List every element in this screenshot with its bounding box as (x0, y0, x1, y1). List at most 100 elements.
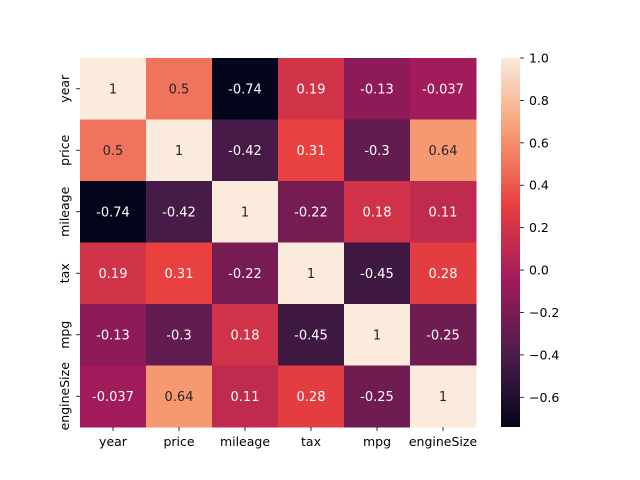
heatmap-cell-value: -0.74 (96, 205, 130, 220)
heatmap-cell (410, 58, 477, 120)
heatmap-cell-value: 0.5 (169, 82, 190, 97)
heatmap-cell (212, 58, 279, 120)
heatmap-cell (278, 304, 345, 366)
y-tick-label: tax (57, 263, 72, 283)
colorbar: 1.0 0.8 0.6 0.4 0.2 0.0 −0.2 −0.4 −0.6 (501, 51, 559, 427)
heatmap-cell-labels: 1 0.5 -0.74 0.19 -0.13 -0.037 0.5 1 -0.42 0.31 -0.… (92, 82, 464, 405)
colorbar-tick-label: 0.2 (529, 220, 549, 235)
x-tick-label: mpg (363, 434, 391, 449)
heatmap-cell-value: -0.45 (294, 328, 328, 343)
x-axis: year price mileage tax mpg engineSize (99, 427, 477, 449)
heatmap-cell-value: 0.11 (429, 205, 458, 220)
heatmap-cell (410, 181, 477, 243)
heatmap-cell-value: 0.31 (297, 144, 326, 159)
heatmap-cell-value: -0.13 (96, 328, 130, 343)
heatmap-cell-value: 1 (175, 144, 183, 159)
colorbar-tick-label: 0.4 (529, 178, 549, 193)
heatmap-cell-value: 1 (241, 205, 249, 220)
heatmap-cell (80, 304, 147, 366)
heatmap-cell (344, 365, 411, 428)
heatmap-cell-value: 0.64 (165, 390, 194, 405)
heatmap-cell (80, 242, 147, 305)
heatmap-cell (410, 242, 477, 305)
heatmap-cell-value: -0.3 (166, 328, 191, 343)
heatmap-cell-value: 0.28 (297, 390, 326, 405)
heatmap-cell-value: -0.3 (364, 144, 389, 159)
x-tick-label: engineSize (409, 434, 478, 449)
heatmap-cell (146, 58, 213, 120)
heatmap-cell (146, 119, 213, 182)
colorbar-tick-label: 0.0 (529, 263, 549, 278)
heatmap-cell-value: -0.74 (228, 82, 262, 97)
heatmap-cell (80, 365, 147, 428)
heatmap-cell-value: -0.13 (360, 82, 394, 97)
heatmap-cell (344, 119, 411, 182)
colorbar-tick-label: −0.4 (529, 347, 559, 362)
heatmap-cell (80, 58, 147, 120)
heatmap-cell-value: 0.11 (231, 390, 260, 405)
heatmap-cell (212, 242, 279, 305)
heatmap-cell-value: 1 (109, 82, 117, 97)
heatmap-cell (410, 119, 477, 182)
y-tick-label: price (57, 134, 72, 165)
heatmap-cell-value: -0.45 (360, 267, 394, 282)
colorbar-tick-label: −0.2 (529, 305, 559, 320)
heatmap-cell (344, 58, 411, 120)
heatmap-cell (410, 365, 477, 428)
heatmap-cell-value: 0.19 (99, 267, 128, 282)
heatmap-cell (146, 304, 213, 366)
heatmap-cells (80, 58, 477, 428)
heatmap-cell (80, 119, 147, 182)
heatmap-cell-value: 0.64 (429, 144, 458, 159)
heatmap-cell (80, 181, 147, 243)
heatmap-cell-value: 1 (307, 267, 315, 282)
y-tick-label: mpg (57, 321, 72, 349)
heatmap-cell-value: -0.037 (92, 390, 134, 405)
x-tick-label: tax (301, 434, 321, 449)
colorbar-tick-label: 1.0 (529, 51, 549, 66)
heatmap-cell (410, 304, 477, 366)
heatmap-cell (278, 181, 345, 243)
heatmap-cell-value: 0.19 (297, 82, 326, 97)
heatmap-cell-value: 0.18 (363, 205, 392, 220)
heatmap-cell-value: -0.22 (294, 205, 328, 220)
heatmap-cell (278, 58, 345, 120)
x-tick-label: mileage (220, 434, 270, 449)
heatmap-cell-value: -0.25 (426, 328, 460, 343)
heatmap-cell-value: 1 (373, 328, 381, 343)
heatmap-cell (212, 365, 279, 428)
colorbar-gradient (501, 58, 520, 427)
heatmap-cell (212, 119, 279, 182)
y-tick-label: year (57, 74, 72, 103)
heatmap-cell (344, 181, 411, 243)
heatmap-cell (278, 365, 345, 428)
heatmap-cell-value: 0.5 (103, 144, 124, 159)
heatmap-cell-value: 0.31 (165, 267, 194, 282)
y-tick-label: mileage (57, 186, 72, 236)
heatmap-cell (146, 242, 213, 305)
heatmap-cell (278, 119, 345, 182)
heatmap-cell (146, 181, 213, 243)
heatmap-cell (344, 242, 411, 305)
heatmap-cell (278, 242, 345, 305)
heatmap-cell-value: -0.037 (422, 82, 464, 97)
heatmap-cell-value: 1 (439, 390, 447, 405)
heatmap-cell-value: 0.28 (429, 267, 458, 282)
heatmap-cell-value: -0.22 (228, 267, 262, 282)
x-tick-label: year (99, 434, 128, 449)
colorbar-tick-label: −0.6 (529, 390, 559, 405)
x-tick-label: price (163, 434, 194, 449)
heatmap-cell (344, 304, 411, 366)
heatmap-cell-value: -0.42 (162, 205, 196, 220)
colorbar-tick-label: 0.8 (529, 93, 549, 108)
y-axis: year price mileage tax mpg engineSize (57, 74, 80, 430)
heatmap-cell-value: -0.42 (228, 144, 262, 159)
y-tick-label: engineSize (57, 362, 72, 431)
heatmap-cell (146, 365, 213, 428)
heatmap-cell-value: -0.25 (360, 390, 394, 405)
colorbar-tick-label: 0.6 (529, 135, 549, 150)
heatmap-cell-value: 0.18 (231, 328, 260, 343)
heatmap-cell (212, 304, 279, 366)
heatmap-cell (212, 181, 279, 243)
